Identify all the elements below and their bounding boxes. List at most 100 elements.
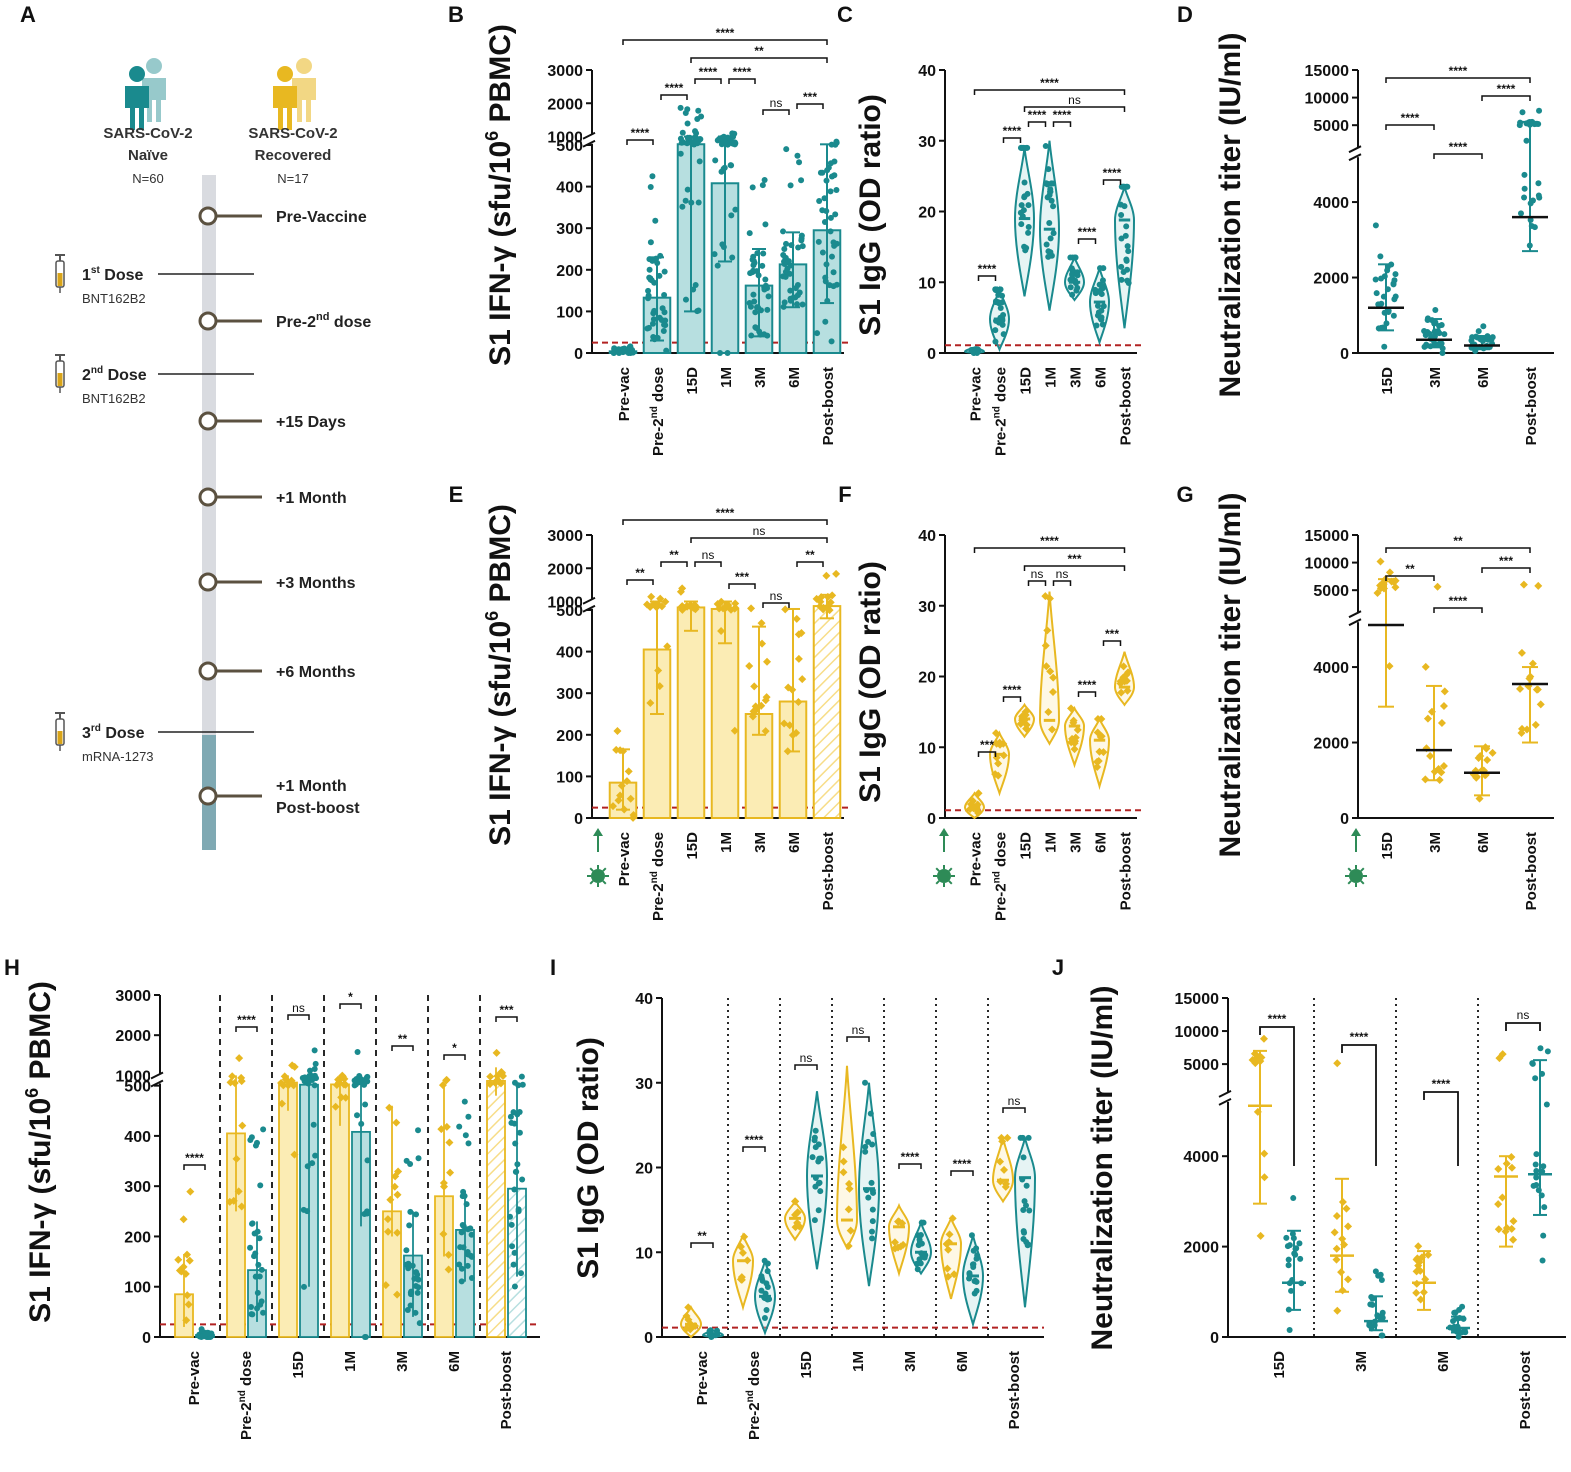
data-point-diamond (1049, 673, 1058, 682)
y-tick-label: 500 (556, 603, 583, 620)
data-point-diamond (1495, 1054, 1504, 1063)
sig-label: **** (1003, 124, 1022, 138)
data-point-diamond (690, 600, 699, 609)
dose-sup: st (91, 265, 101, 276)
sig-label: ns (702, 548, 715, 562)
data-point-diamond (1536, 700, 1545, 709)
x-tick-label: Pre-vac (616, 832, 633, 886)
data-point-diamond (1433, 582, 1442, 591)
y-tick-label: 500 (556, 138, 583, 155)
data-point (746, 230, 753, 237)
data-point (865, 1194, 872, 1201)
data-point (1017, 209, 1024, 216)
data-point-diamond (948, 1214, 957, 1223)
sig-line (1433, 153, 1483, 159)
panel-label-C: C (837, 2, 853, 27)
data-point-diamond (386, 1195, 395, 1204)
data-point (1532, 1161, 1539, 1168)
axis-break-mark (1348, 618, 1362, 627)
data-point-diamond (1517, 648, 1526, 657)
cat-sup: nd (992, 406, 1003, 418)
data-point (1125, 248, 1132, 255)
data-point (1521, 194, 1528, 201)
sig-label: ns (770, 96, 783, 110)
data-point-diamond (1333, 1306, 1342, 1315)
data-point (867, 1110, 874, 1117)
sig-label: *** (499, 1003, 513, 1017)
data-point (1378, 1276, 1385, 1283)
data-point (458, 1278, 465, 1285)
sig-label: **** (665, 81, 684, 95)
data-point (1540, 1232, 1547, 1239)
data-point-diamond (943, 1264, 952, 1273)
person-head (146, 58, 162, 74)
sig-label: ns (753, 524, 766, 538)
data-point-diamond (442, 1075, 451, 1084)
data-point (711, 251, 718, 258)
data-point (1118, 235, 1125, 242)
data-point (1455, 1333, 1462, 1340)
panel-label-D: D (1177, 2, 1193, 27)
sig-bracket (183, 1164, 206, 1170)
title-part: PBMC) (24, 981, 57, 1088)
sig-bracket (660, 561, 688, 567)
data-point (511, 1283, 518, 1290)
data-point (832, 141, 839, 148)
sig-line (1385, 575, 1435, 581)
data-point-diamond (1507, 1163, 1516, 1172)
data-point-diamond (1434, 765, 1443, 774)
data-point (1392, 271, 1399, 278)
data-point (1286, 1326, 1293, 1333)
x-tick-label: Post-boost (1118, 832, 1135, 910)
data-point-diamond (691, 1321, 700, 1330)
data-point (1049, 180, 1056, 187)
panel-label-G: G (1176, 482, 1193, 507)
data-point (918, 1250, 925, 1257)
data-point (862, 1079, 869, 1086)
data-point (1068, 277, 1075, 284)
tp-part: dose (329, 314, 371, 331)
data-point (1020, 144, 1027, 151)
data-point (468, 1275, 475, 1282)
y-axis-title: S1 IgG (OD ratio) (854, 94, 887, 336)
panel-label-F: F (838, 482, 851, 507)
data-point (1046, 219, 1053, 226)
sig-bracket (796, 561, 824, 567)
data-point-diamond (758, 639, 767, 648)
data-point (696, 158, 703, 165)
data-point (1285, 1262, 1292, 1269)
data-point-diamond (740, 1232, 749, 1241)
data-point (647, 183, 654, 190)
y-tick-label: 300 (124, 1179, 151, 1196)
data-point (1123, 257, 1130, 264)
data-point (1286, 1242, 1293, 1249)
sig-label: ns (800, 1051, 813, 1065)
data-point (717, 350, 724, 356)
data-point (1380, 324, 1387, 331)
data-point-diamond (1123, 686, 1132, 695)
sig-bracket (622, 39, 828, 45)
virus-spike (602, 867, 607, 872)
data-point (1097, 265, 1104, 272)
x-tick-label: 6M (786, 832, 803, 853)
sig-bracket (898, 1163, 922, 1169)
x-tick-label: 1M (718, 367, 735, 388)
data-point (663, 347, 670, 354)
data-point (405, 1260, 412, 1267)
cat-sup: nd (649, 871, 660, 883)
data-point-diamond (626, 794, 635, 803)
sig-label: *** (803, 90, 817, 104)
data-point-diamond (1260, 1173, 1269, 1182)
data-point (753, 325, 760, 332)
data-point (1122, 232, 1129, 239)
data-point-diamond (996, 740, 1005, 749)
sig-label: **** (978, 262, 997, 276)
data-point (997, 304, 1004, 311)
data-point-diamond (290, 1150, 299, 1159)
syringe-icon (55, 254, 65, 293)
cat-part: dose (993, 367, 1010, 406)
data-point-diamond (277, 1099, 286, 1108)
sig-bracket (495, 1016, 518, 1022)
data-point (507, 1213, 514, 1220)
data-point-diamond (791, 1210, 800, 1219)
